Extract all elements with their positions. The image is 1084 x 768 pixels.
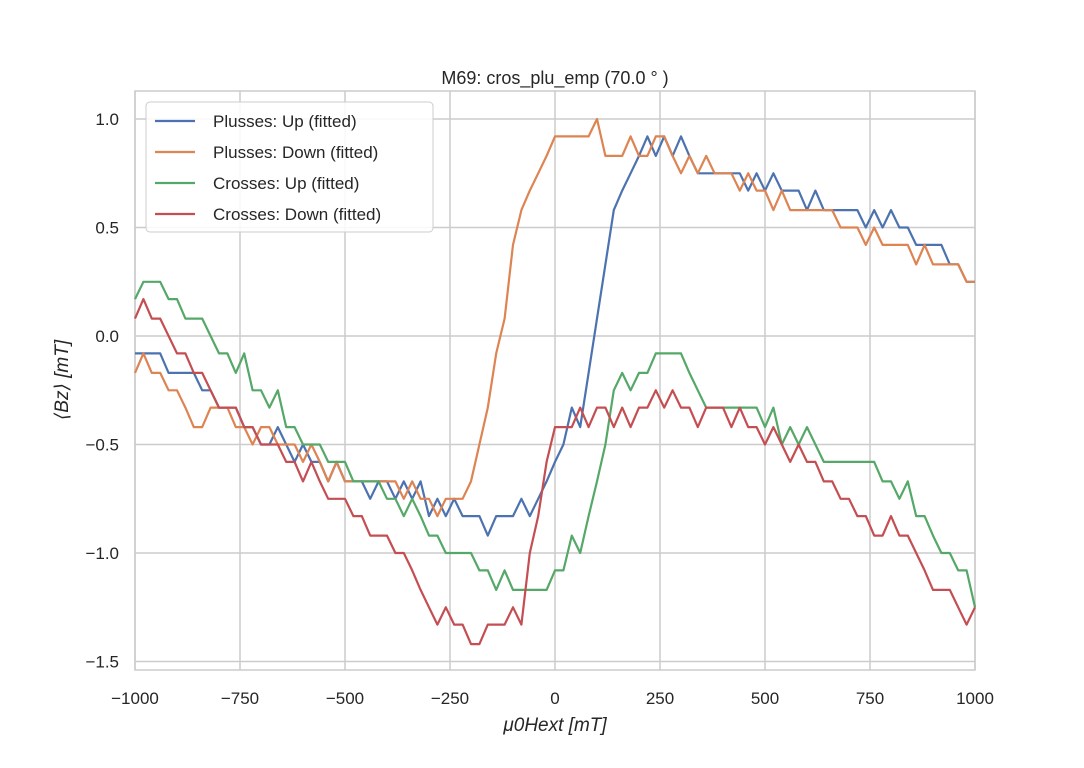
y-tick-label: 1.0 [95,110,119,129]
legend-box [145,101,434,233]
plot-frame [134,90,976,671]
x-tick-label: 1000 [956,689,994,708]
x-tick-label: 750 [856,689,884,708]
y-tick-label: 0.0 [95,327,119,346]
legend-label: Crosses: Up (fitted) [213,174,359,193]
x-tick-label: −750 [221,689,259,708]
y-tick-label: 0.5 [95,219,119,238]
chart-title: M69: cros_plu_emp (70.0 ° ) [441,68,668,89]
x-tick-label: −1000 [111,689,159,708]
legend-label: Plusses: Down (fitted) [213,143,378,162]
series-line-4 [133,298,976,646]
x-tick-label: 0 [550,689,559,708]
series-line-3 [134,280,977,608]
legend-label: Crosses: Down (fitted) [213,205,381,224]
y-axis-label: ⟨Bz⟩ [mT] [52,339,73,420]
y-tick-labels: 1.0 0.5 0.0 −0.5 −1.0 −1.5 [85,110,119,672]
x-tick-label: −500 [326,689,364,708]
x-tick-label: −250 [431,689,469,708]
y-tick-label: −1.5 [85,653,119,672]
x-tick-label: 250 [646,689,674,708]
x-axis-label: μ0Hext [mT] [502,715,607,736]
legend-label: Plusses: Up (fitted) [213,112,357,131]
series-layer [133,117,977,646]
series-line-1 [135,135,975,537]
x-tick-label: 500 [751,689,779,708]
x-tick-labels: −1000 −750 −500 −250 0 250 500 750 1000 [111,689,994,708]
legend: Plusses: Up (fitted) Plusses: Down (fitte… [145,101,434,233]
y-tick-label: −0.5 [85,436,119,455]
y-tick-label: −1.0 [85,544,119,563]
series-line-2 [133,117,975,518]
